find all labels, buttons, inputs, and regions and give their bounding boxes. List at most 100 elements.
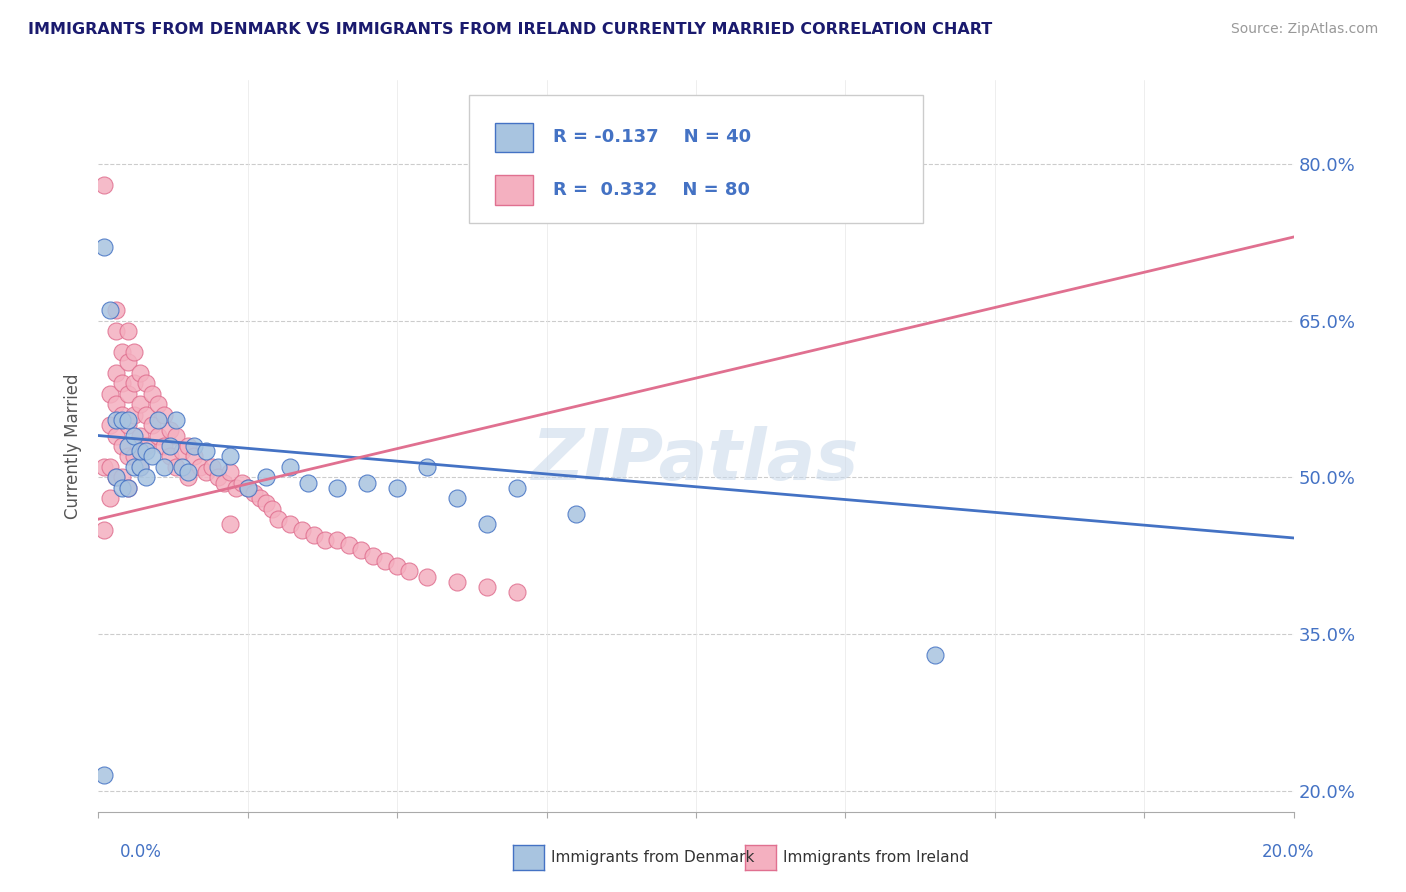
Point <box>506 481 529 495</box>
Point <box>111 439 134 453</box>
Point <box>924 648 946 662</box>
Point <box>135 470 157 484</box>
Point <box>475 517 498 532</box>
Point <box>117 355 139 369</box>
Text: Immigrants from Ireland: Immigrants from Ireland <box>783 850 969 864</box>
Point <box>111 413 134 427</box>
Point <box>129 366 152 380</box>
Point <box>111 376 134 391</box>
Point <box>105 413 128 427</box>
Point <box>278 517 301 532</box>
Point <box>212 475 235 490</box>
Point <box>165 428 187 442</box>
Point <box>129 459 152 474</box>
Point <box>326 533 349 547</box>
Point <box>117 481 139 495</box>
Point <box>416 569 439 583</box>
Point <box>129 397 152 411</box>
Point <box>236 481 259 495</box>
Point <box>475 580 498 594</box>
Point <box>105 324 128 338</box>
Point <box>98 459 122 474</box>
Point <box>135 408 157 422</box>
Text: R = -0.137    N = 40: R = -0.137 N = 40 <box>553 128 751 146</box>
Point <box>135 444 157 458</box>
Point <box>124 428 146 442</box>
Point <box>267 512 290 526</box>
Point <box>398 565 420 579</box>
Point <box>153 459 176 474</box>
Point <box>219 450 242 464</box>
Point <box>117 324 139 338</box>
Text: 20.0%: 20.0% <box>1263 843 1315 861</box>
Point <box>172 444 194 458</box>
Point <box>124 345 146 359</box>
Point <box>93 178 115 192</box>
Point <box>129 428 152 442</box>
Point <box>105 397 128 411</box>
Point <box>188 459 211 474</box>
Point <box>219 517 242 532</box>
Text: R =  0.332    N = 80: R = 0.332 N = 80 <box>553 181 749 199</box>
Point <box>129 459 152 474</box>
Point <box>315 533 337 547</box>
Point <box>446 574 468 589</box>
Point <box>105 428 128 442</box>
Point <box>207 459 229 474</box>
Point <box>105 470 128 484</box>
Point <box>98 386 122 401</box>
Point <box>98 303 122 318</box>
Point <box>183 450 205 464</box>
Point <box>254 496 277 510</box>
Point <box>254 470 277 484</box>
Point <box>135 376 157 391</box>
FancyBboxPatch shape <box>495 176 533 204</box>
Point <box>117 450 139 464</box>
Point <box>93 240 115 254</box>
Text: Source: ZipAtlas.com: Source: ZipAtlas.com <box>1230 22 1378 37</box>
Point <box>225 481 247 495</box>
Point <box>148 397 170 411</box>
Point <box>159 439 181 453</box>
Point <box>249 491 271 506</box>
Point <box>141 450 163 464</box>
Point <box>111 481 134 495</box>
Point <box>124 459 146 474</box>
Text: IMMIGRANTS FROM DENMARK VS IMMIGRANTS FROM IRELAND CURRENTLY MARRIED CORRELATION: IMMIGRANTS FROM DENMARK VS IMMIGRANTS FR… <box>28 22 993 37</box>
Point <box>350 543 373 558</box>
Point <box>385 481 409 495</box>
Point <box>219 465 242 479</box>
Text: Immigrants from Denmark: Immigrants from Denmark <box>551 850 755 864</box>
Point <box>117 439 139 453</box>
Point <box>105 303 128 318</box>
Point <box>243 486 266 500</box>
Point <box>117 413 139 427</box>
Point <box>195 465 218 479</box>
Point <box>416 459 439 474</box>
Point <box>236 481 259 495</box>
Point <box>326 481 349 495</box>
Point <box>177 465 200 479</box>
Point <box>165 413 187 427</box>
Point <box>446 491 468 506</box>
Point <box>111 345 134 359</box>
Point <box>148 428 170 442</box>
Point <box>385 559 409 574</box>
Point <box>93 459 115 474</box>
Point <box>141 386 163 401</box>
Point <box>339 538 361 552</box>
Point <box>177 439 200 453</box>
Point <box>111 470 134 484</box>
Point <box>141 418 163 433</box>
Point <box>260 501 283 516</box>
Point <box>363 549 385 563</box>
Point <box>506 585 529 599</box>
Point <box>135 439 157 453</box>
Point <box>117 386 139 401</box>
Text: 0.0%: 0.0% <box>120 843 162 861</box>
Point <box>172 459 194 474</box>
Point <box>302 528 325 542</box>
Point <box>291 523 314 537</box>
Point <box>159 423 181 437</box>
Point <box>117 418 139 433</box>
